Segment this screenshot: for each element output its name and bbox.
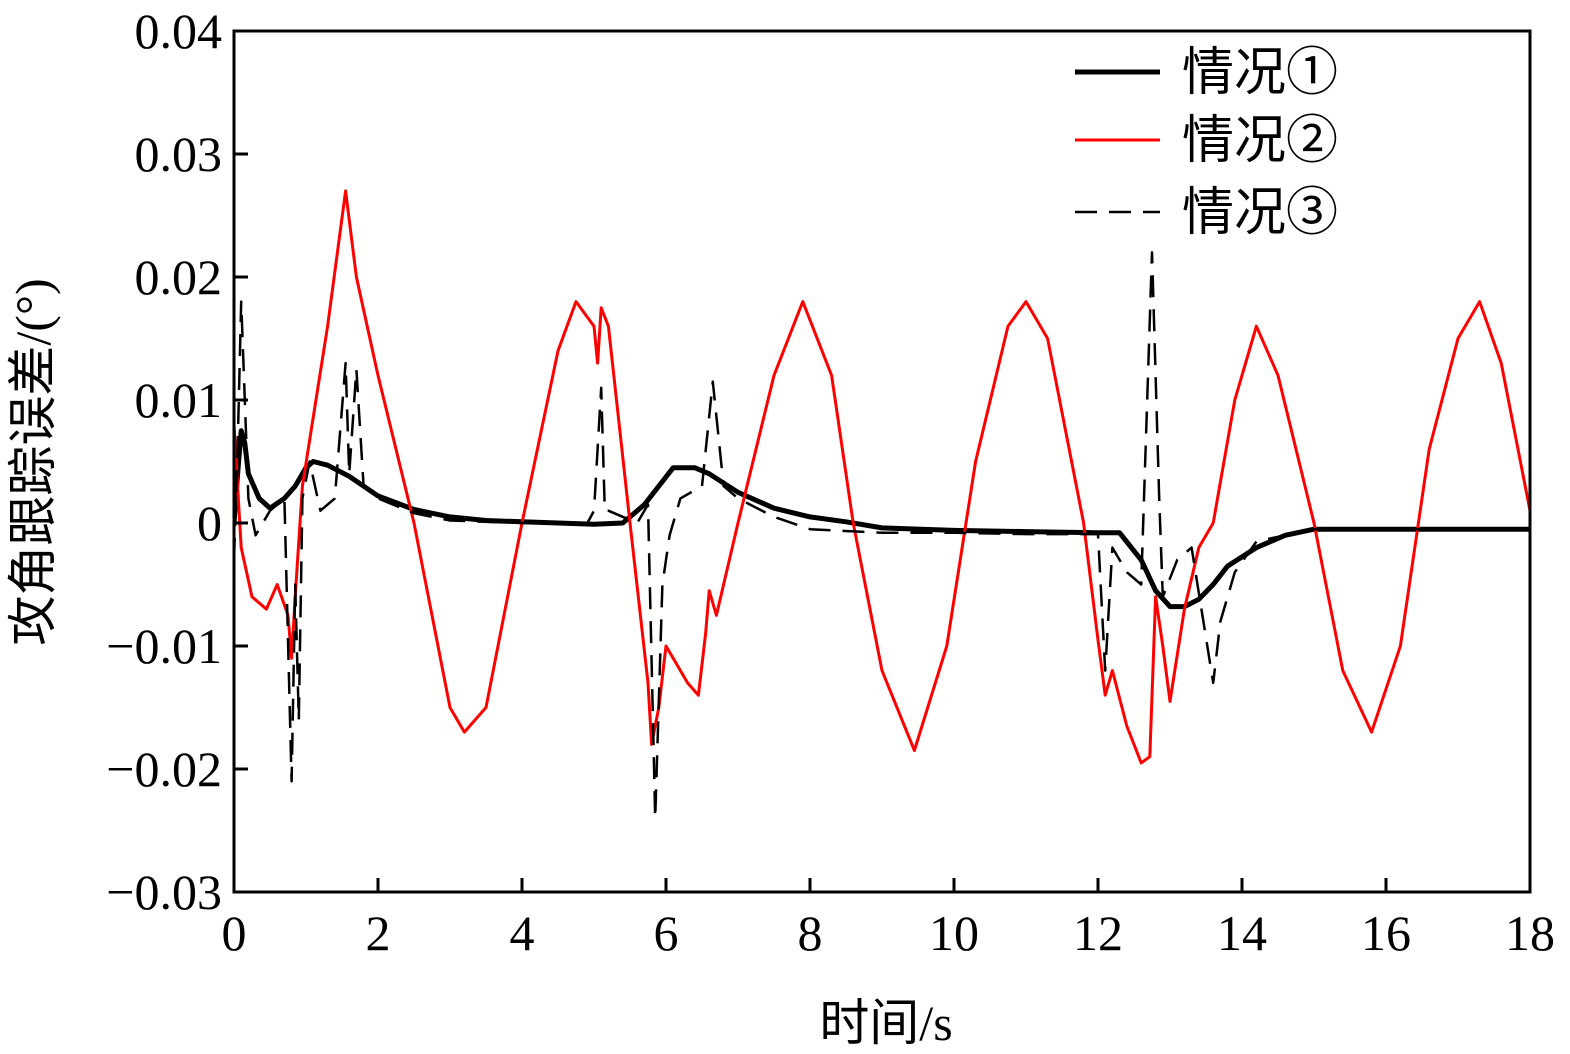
legend-label-1: 情况① xyxy=(1182,45,1338,102)
plot-frame xyxy=(232,29,1532,894)
y-axis: −0.03 −0.02 −0.01 0 0.01 0.02 0.03 0.04 xyxy=(106,3,248,920)
y-tick-label: 0.01 xyxy=(135,372,223,428)
y-tick-label: −0.02 xyxy=(106,741,222,797)
x-tick-label: 14 xyxy=(1217,905,1267,961)
series-line-3 xyxy=(234,251,1530,820)
x-tick-label: 18 xyxy=(1505,905,1555,961)
x-axis-label: 时间/s xyxy=(819,995,952,1051)
y-tick-label: 0.03 xyxy=(135,126,223,182)
x-tick-label: 2 xyxy=(366,905,391,961)
x-tick-label: 12 xyxy=(1073,905,1123,961)
x-tick-label: 0 xyxy=(222,905,247,961)
x-tick-label: 8 xyxy=(798,905,823,961)
y-axis-label: 攻角跟踪误差/(°) xyxy=(5,278,61,645)
series-layer xyxy=(234,189,1530,820)
y-tick-label: −0.01 xyxy=(106,618,222,674)
x-tick-label: 6 xyxy=(654,905,679,961)
legend-label-3: 情况③ xyxy=(1182,185,1338,242)
legend-label-2: 情况② xyxy=(1182,113,1338,170)
y-tick-label: −0.03 xyxy=(106,864,222,920)
x-tick-label: 16 xyxy=(1361,905,1411,961)
series-line-1 xyxy=(234,428,1530,610)
x-tick-label: 4 xyxy=(510,905,535,961)
y-tick-label: 0 xyxy=(197,495,222,551)
legend: 情况① 情况② 情况③ xyxy=(1075,45,1338,242)
x-tick-label: 10 xyxy=(929,905,979,961)
x-axis: 0 2 4 6 8 10 12 14 16 18 xyxy=(222,878,1555,961)
series-line-2 xyxy=(234,189,1530,765)
y-tick-label: 0.02 xyxy=(135,249,223,305)
y-tick-label: 0.04 xyxy=(135,3,223,59)
